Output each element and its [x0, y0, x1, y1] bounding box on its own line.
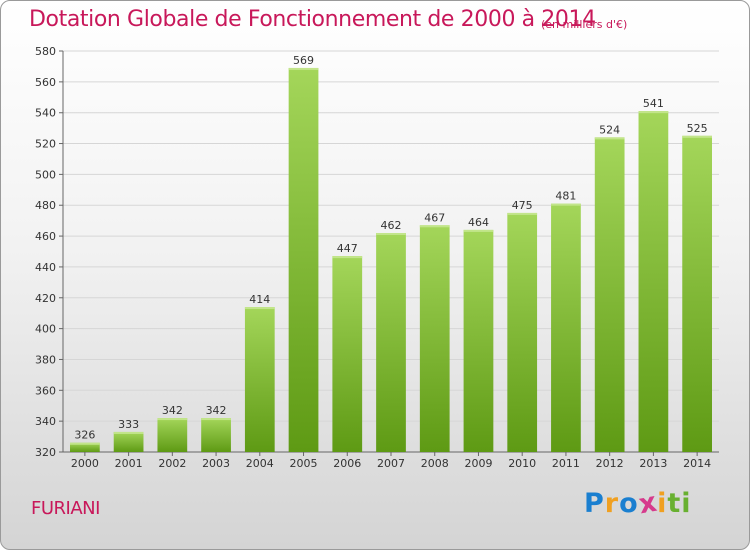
x-tick-label-2008: 2008: [421, 457, 449, 470]
logo-letter: i: [681, 488, 692, 519]
bar-2014: [682, 135, 713, 453]
y-tick-label: 520: [35, 138, 56, 151]
y-tick-label: 540: [35, 107, 56, 120]
logo-letter: r: [604, 488, 620, 519]
labels: 320 340 360 380 400 420 440 460 480 500 520 540 560 5…: [35, 45, 711, 470]
x-tick-label-2003: 2003: [202, 457, 230, 470]
bar-top-2004: [244, 307, 275, 310]
x-tick-label-2009: 2009: [464, 457, 492, 470]
y-tick-label: 480: [35, 199, 56, 212]
bar-2013: [638, 111, 669, 453]
bar-top-2007: [376, 232, 406, 235]
value-label-2006: 447: [337, 242, 358, 255]
x-tick-label-2006: 2006: [333, 457, 361, 470]
value-label-2012: 524: [599, 123, 620, 136]
bar-top-2009: [463, 229, 494, 232]
x-tick-label-2011: 2011: [552, 457, 580, 470]
bar-2008: [419, 225, 450, 452]
bar-2010: [507, 212, 538, 452]
proxiti-logo: Proxiti: [584, 487, 692, 521]
y-tick-label: 380: [35, 353, 56, 366]
x-tick-label-2010: 2010: [508, 457, 536, 470]
x-tick-label-2004: 2004: [246, 457, 274, 470]
bars: [69, 67, 713, 453]
logo-letter: i: [657, 488, 668, 519]
x-tick-label-2001: 2001: [115, 457, 143, 470]
bar-2007: [376, 232, 406, 452]
value-label-2010: 475: [512, 199, 533, 212]
y-tick-label: 360: [35, 384, 56, 397]
y-tick-label: 560: [35, 76, 56, 89]
y-tick-label: 420: [35, 292, 56, 305]
y-tick-label: 400: [35, 323, 56, 336]
chart-title: Dotation Globale de Fonctionnement de 20…: [29, 7, 596, 32]
x-tick-label-2002: 2002: [158, 457, 186, 470]
x-tick-label-2013: 2013: [639, 457, 667, 470]
y-tick-label: 580: [35, 45, 56, 58]
value-label-2002: 342: [162, 404, 183, 417]
logo-letter: P: [584, 488, 605, 519]
bar-2003: [201, 418, 231, 452]
y-tick-label: 440: [35, 261, 56, 274]
value-label-2003: 342: [206, 404, 227, 417]
bar-top-2014: [682, 135, 713, 138]
value-label-2008: 467: [424, 211, 445, 224]
value-label-2014: 525: [687, 122, 708, 135]
value-label-2000: 326: [74, 429, 95, 442]
value-label-2007: 462: [381, 219, 402, 232]
bar-2004: [244, 307, 275, 452]
bar-2000: [69, 442, 100, 452]
logo-letter: o: [619, 488, 639, 519]
bar-2009: [463, 229, 494, 452]
value-label-2011: 481: [555, 190, 576, 203]
bar-2012: [594, 137, 625, 452]
bar-2011: [551, 203, 581, 452]
chart-unit: (en milliers d'€): [541, 18, 628, 31]
bar-2006: [332, 256, 363, 452]
y-tick-label: 320: [35, 446, 56, 459]
value-label-2005: 569: [293, 54, 314, 67]
x-tick-label-2005: 2005: [290, 457, 318, 470]
x-tick-label-2014: 2014: [683, 457, 711, 470]
bar-top-2002: [157, 418, 188, 421]
bar-2005: [288, 67, 319, 452]
bar-top-2012: [594, 137, 625, 140]
bar-top-2006: [332, 256, 363, 259]
y-tick-label: 500: [35, 168, 56, 181]
bar-top-2005: [288, 67, 319, 70]
value-label-2001: 333: [118, 418, 139, 431]
bar-top-2003: [201, 418, 231, 421]
value-label-2004: 414: [249, 293, 270, 306]
bar-top-2000: [69, 442, 100, 445]
x-tick-label-2007: 2007: [377, 457, 405, 470]
logo-letter: t: [667, 488, 682, 519]
value-label-2013: 541: [643, 97, 664, 110]
commune-name: FURIANI: [31, 498, 100, 519]
bar-top-2011: [551, 203, 581, 206]
bar-2001: [113, 431, 144, 452]
bar-top-2013: [638, 111, 669, 114]
bar-top-2010: [507, 212, 538, 215]
bar-top-2008: [419, 225, 450, 228]
value-label-2009: 464: [468, 216, 489, 229]
bar-2002: [157, 418, 188, 452]
y-tick-label: 460: [35, 230, 56, 243]
x-tick-label-2012: 2012: [596, 457, 624, 470]
bar-top-2001: [113, 431, 144, 434]
x-tick-label-2000: 2000: [71, 457, 99, 470]
y-tick-label: 340: [35, 415, 56, 428]
